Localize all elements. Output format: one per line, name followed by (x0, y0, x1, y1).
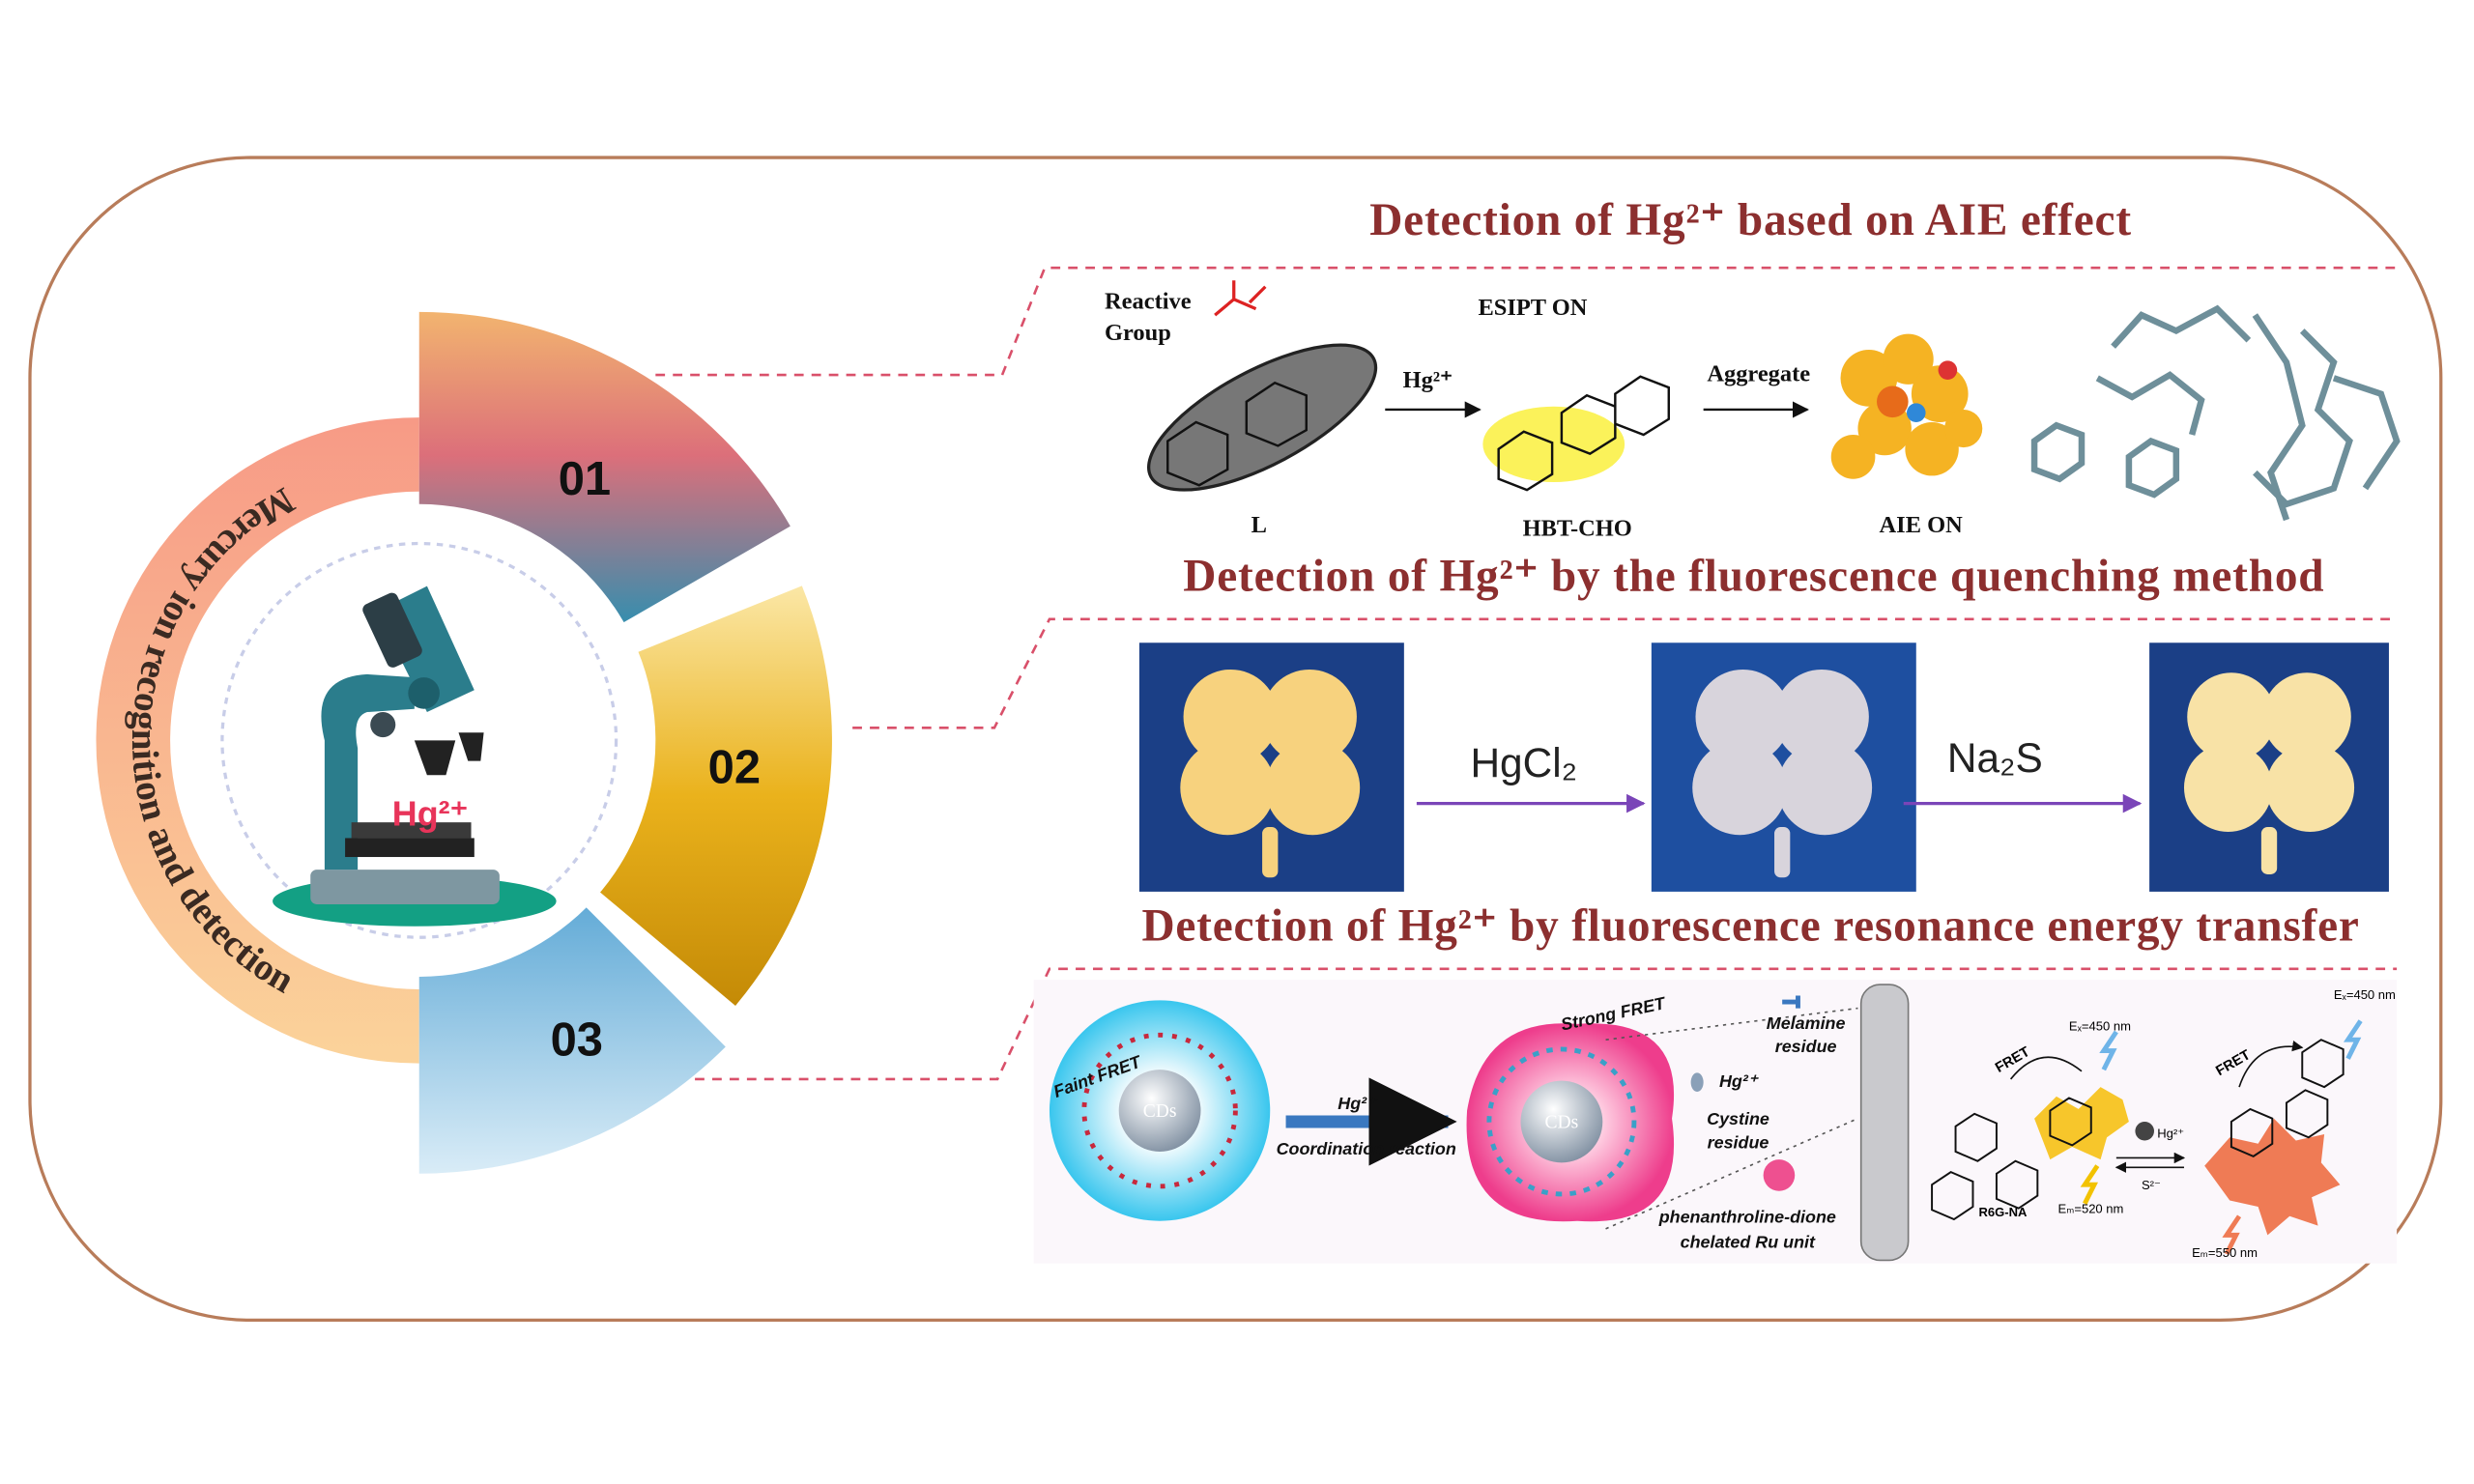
label: Hg²⁺ (1338, 1094, 1378, 1113)
label: Hg²⁺ (2157, 1126, 2184, 1140)
connector (655, 266, 2398, 377)
segment-number: 01 (559, 453, 611, 505)
label: Eₓ=450 nm (2069, 1018, 2131, 1033)
section-title: Detection of Hg²⁺ based on AIE effect (1369, 195, 2132, 245)
label: Group (1105, 320, 1171, 346)
label: Eₘ=520 nm (2058, 1202, 2124, 1216)
label: Coordination reaction (1277, 1139, 1456, 1158)
label: S²⁻ (2142, 1178, 2161, 1192)
label: R6G-NA (1978, 1205, 2028, 1219)
label: residue (1775, 1037, 1837, 1056)
label: Aggregate (1707, 361, 1810, 387)
label: CDs (1143, 1101, 1177, 1122)
label: Reactive (1105, 289, 1192, 315)
label: Hg²⁺ (1403, 367, 1453, 393)
label: HBT-CHO (1523, 515, 1632, 541)
center-label: Hg²⁺ (392, 794, 469, 833)
label: Hg²⁺ (1719, 1071, 1760, 1091)
segment-number: 02 (708, 741, 761, 793)
label: L (1251, 512, 1267, 538)
label: AIE ON (1880, 512, 1964, 538)
label: Eₘ=550 nm (2192, 1245, 2258, 1260)
segment (418, 896, 726, 1174)
label: Na₂S (1947, 735, 2043, 781)
label: ESIPT ON (1478, 295, 1587, 321)
label: phenanthroline-dione (1658, 1207, 1836, 1226)
label: HgCl₂ (1470, 740, 1577, 785)
segment (418, 311, 791, 631)
section-title: Detection of Hg²⁺ by the fluorescence qu… (1183, 551, 2324, 601)
segment-number: 03 (551, 1013, 603, 1066)
label: residue (1708, 1133, 1769, 1153)
connector (852, 617, 2398, 729)
clover-photos (1138, 642, 2389, 892)
microscope-icon (273, 585, 557, 927)
label: Eₓ=450 nm (2334, 987, 2396, 1002)
label: CDs (1545, 1112, 1579, 1132)
label: Melamine (1767, 1013, 1846, 1033)
dashed-ring (220, 541, 618, 939)
aie-scheme (1147, 280, 2401, 522)
fret-scheme (1033, 980, 2398, 1264)
label: Cystine (1707, 1109, 1769, 1128)
connector (695, 967, 2398, 1081)
ring (96, 417, 419, 1064)
section-title: Detection of Hg²⁺ by fluorescence resona… (1141, 900, 2359, 951)
label: chelated Ru unit (1681, 1232, 1816, 1251)
